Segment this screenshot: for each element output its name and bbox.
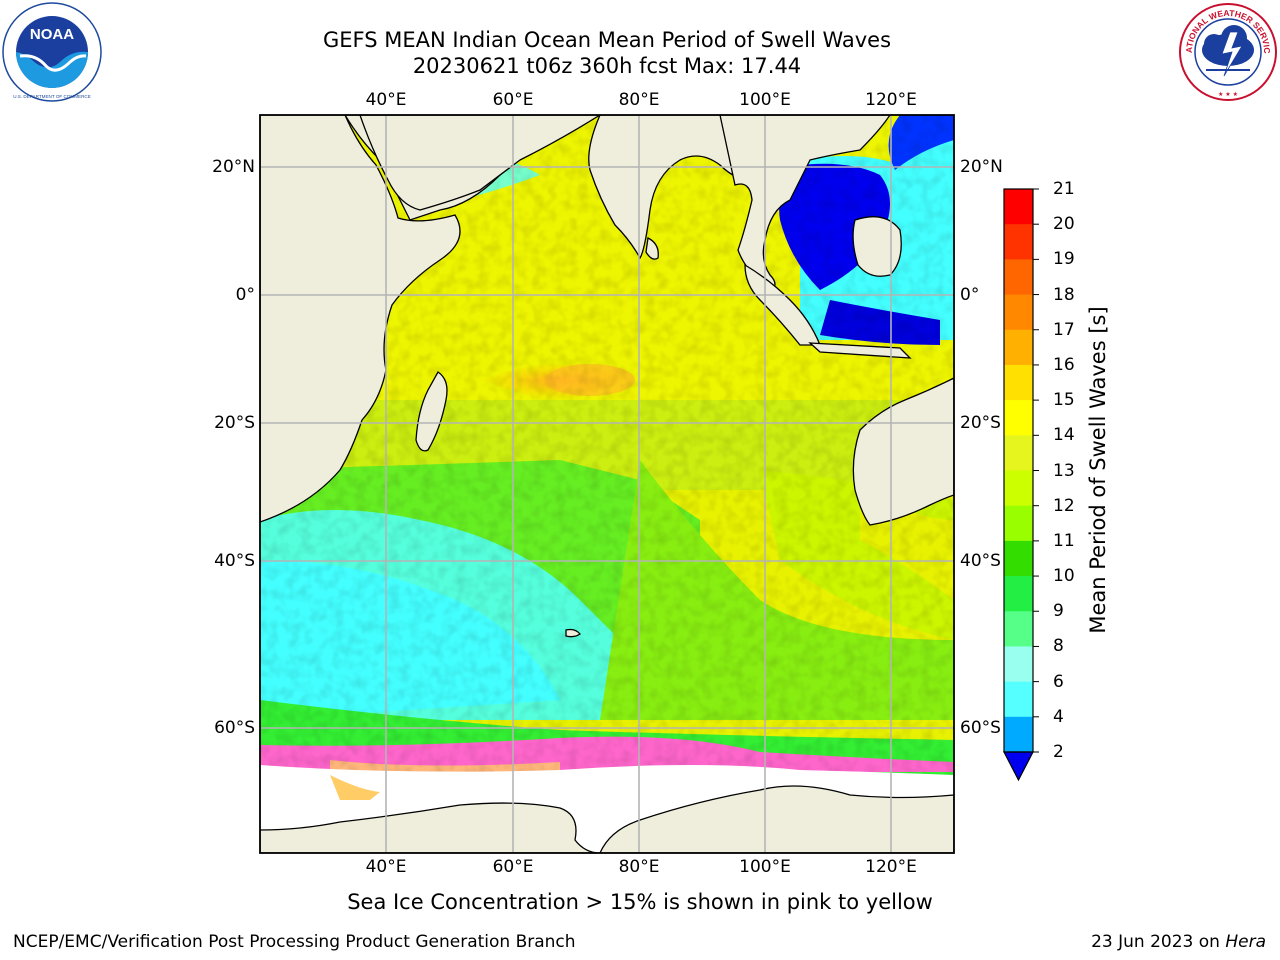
colorbar-segment — [1004, 364, 1033, 401]
credit-text: NCEP/EMC/Verification Post Processing Pr… — [13, 932, 576, 952]
colorbar-tick-label: 6 — [1053, 671, 1064, 692]
colorbar-segment — [1004, 646, 1033, 683]
colorbar-segment — [1004, 259, 1033, 296]
lat-tick-right-20S: 20°S — [960, 413, 1001, 433]
colorbar-segment — [1004, 681, 1033, 718]
lat-tick-right-20N: 20°N — [960, 157, 1003, 177]
colorbar-segment — [1004, 611, 1033, 647]
noaa-logo: NOAA U.S. DEPARTMENT OF COMMERCE — [2, 2, 102, 102]
colorbar-tick-label: 16 — [1053, 354, 1075, 375]
sea-ice-footnote: Sea Ice Concentration > 15% is shown in … — [347, 890, 933, 914]
colorbar-tick-label: 2 — [1053, 742, 1064, 762]
run-date-text: 23 Jun 2023 on — [1091, 932, 1220, 952]
colorbar-tick-label: 13 — [1053, 460, 1075, 481]
svg-text:U.S. DEPARTMENT OF COMMERCE: U.S. DEPARTMENT OF COMMERCE — [13, 94, 91, 99]
lon-tick-bottom-120E: 120°E — [865, 857, 917, 877]
colorbar-extend-arrow — [1003, 751, 1034, 782]
lon-tick-top-80E: 80°E — [618, 90, 660, 110]
colorbar-segment — [1004, 329, 1033, 366]
colorbar-segment — [1004, 470, 1033, 507]
svg-text:NOAA: NOAA — [30, 26, 74, 43]
colorbar-segment — [1004, 189, 1033, 225]
colorbar-segment — [1004, 400, 1033, 436]
colorbar — [1003, 188, 1039, 782]
lat-tick-right-40S: 40°S — [960, 551, 1001, 571]
lat-tick-left-20N: 20°N — [212, 157, 255, 177]
lat-tick-left-40S: 40°S — [214, 551, 255, 571]
lon-tick-bottom-100E: 100°E — [739, 857, 791, 877]
colorbar-tick-label: 18 — [1053, 284, 1075, 305]
colorbar-segment — [1004, 716, 1033, 753]
map-subtitle: 20230621 t06z 360h fcst Max: 17.44 — [412, 54, 802, 78]
lon-tick-top-60E: 60°E — [492, 90, 534, 110]
colorbar-segment — [1004, 540, 1033, 577]
lon-tick-top-120E: 120°E — [865, 90, 917, 110]
colorbar-tick-label: 21 — [1053, 179, 1075, 199]
svg-text:★ ★ ★: ★ ★ ★ — [1218, 91, 1238, 98]
colorbar-tick-label: 14 — [1053, 425, 1075, 446]
run-machine: Hera — [1225, 932, 1266, 952]
map-frame — [259, 114, 955, 854]
nws-logo: NATIONAL WEATHER SERVICE ★ ★ ★ — [1178, 2, 1277, 101]
graticule — [260, 115, 954, 853]
colorbar-tick-label: 12 — [1053, 495, 1075, 516]
colorbar-tick-label: 10 — [1053, 566, 1075, 587]
lon-tick-top-100E: 100°E — [739, 90, 791, 110]
colorbar-tick-label: 15 — [1053, 390, 1075, 411]
lat-tick-right-0: 0° — [960, 285, 980, 305]
colorbar-tick-label: 9 — [1053, 601, 1064, 622]
colorbar-segment — [1004, 294, 1033, 331]
colorbar-segment — [1004, 505, 1033, 542]
lat-tick-left-60S: 60°S — [214, 718, 255, 738]
colorbar-tick-label: 20 — [1053, 214, 1075, 235]
colorbar-tick-label: 8 — [1053, 636, 1064, 657]
colorbar-tick-label: 19 — [1053, 249, 1075, 270]
colorbar-tick-label: 17 — [1053, 319, 1075, 340]
colorbar-segment — [1004, 435, 1033, 471]
lat-tick-right-60S: 60°S — [960, 718, 1001, 738]
lon-tick-bottom-60E: 60°E — [492, 857, 534, 877]
lon-tick-top-40E: 40°E — [365, 90, 407, 110]
colorbar-segment — [1004, 576, 1033, 612]
colorbar-label: Mean Period of Swell Waves [s] — [1086, 306, 1110, 634]
lon-tick-bottom-80E: 80°E — [618, 857, 660, 877]
run-date: 23 Jun 2023 on Hera — [1091, 932, 1266, 952]
lat-tick-left-0: 0° — [235, 285, 255, 305]
lat-tick-left-20S: 20°S — [214, 413, 255, 433]
colorbar-tick-label: 11 — [1053, 530, 1075, 551]
colorbar-segment — [1004, 224, 1033, 260]
colorbar-tick-label: 4 — [1053, 706, 1064, 727]
lon-tick-bottom-40E: 40°E — [365, 857, 407, 877]
map-title: GEFS MEAN Indian Ocean Mean Period of Sw… — [322, 28, 892, 52]
